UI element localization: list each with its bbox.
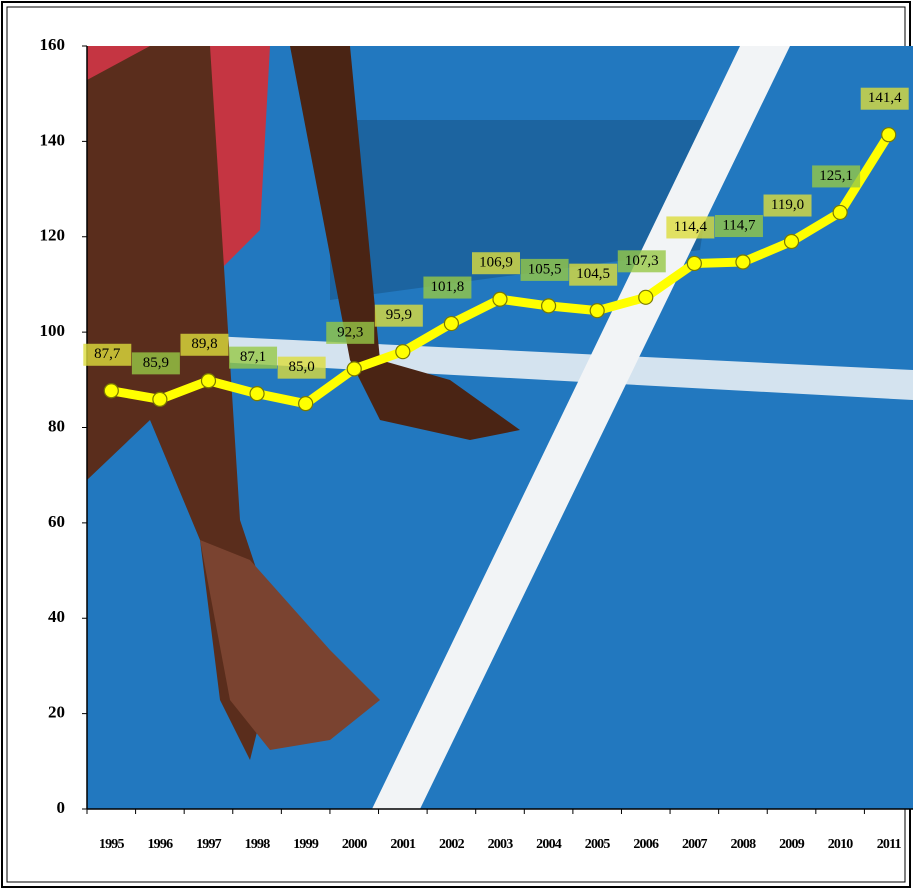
value-label: 101,8 — [431, 279, 465, 295]
value-label: 87,1 — [240, 349, 266, 365]
x-tick-label: 2008 — [731, 837, 757, 852]
value-label-box — [617, 250, 666, 273]
value-label-box — [763, 194, 812, 217]
x-tick-label: 2002 — [439, 837, 465, 852]
data-point — [832, 204, 848, 221]
data-point — [492, 291, 508, 307]
value-label-box — [229, 346, 278, 369]
value-label-box — [131, 352, 180, 375]
value-label: 95,9 — [386, 307, 412, 323]
x-tick-label: 2001 — [390, 837, 416, 852]
x-tick-label: 1999 — [293, 837, 319, 852]
x-tick-label: 2010 — [828, 837, 854, 852]
value-label-box — [472, 252, 520, 275]
x-tick-label: 2009 — [779, 837, 805, 852]
value-label: 104,5 — [576, 266, 610, 282]
y-tick-label: 20 — [48, 703, 65, 722]
value-label: 105,5 — [528, 261, 562, 277]
value-label-box — [83, 343, 132, 366]
data-point — [152, 391, 168, 407]
value-label: 119,0 — [771, 197, 804, 213]
value-label: 141,4 — [868, 90, 902, 106]
data-point — [249, 386, 265, 402]
x-tick-label: 2004 — [536, 837, 562, 852]
value-label: 85,9 — [143, 355, 169, 371]
value-label: 106,9 — [479, 255, 513, 271]
value-label-box — [423, 276, 472, 299]
value-label: 107,3 — [625, 253, 659, 269]
value-label: 125,1 — [819, 168, 853, 184]
value-label-box — [666, 216, 715, 239]
y-tick-label: 100 — [40, 321, 66, 340]
value-label-box — [277, 356, 326, 379]
value-label-box — [326, 321, 375, 344]
y-tick-label: 60 — [48, 512, 65, 531]
x-tick-label: 2006 — [633, 837, 659, 852]
data-point — [395, 344, 411, 360]
y-tick-label: 120 — [40, 226, 66, 245]
x-tick-label: 2005 — [585, 837, 611, 852]
x-tick-label: 1997 — [196, 837, 222, 852]
x-tick-label: 2011 — [877, 837, 902, 852]
data-point — [783, 233, 800, 250]
y-tick-label: 0 — [57, 798, 66, 817]
value-label: 114,4 — [674, 219, 708, 235]
x-tick-label: 1998 — [245, 837, 271, 852]
x-tick-label: 2007 — [682, 837, 708, 852]
value-label-box — [520, 258, 569, 281]
x-tick-label: 1995 — [99, 837, 125, 852]
y-tick-label: 140 — [40, 130, 66, 149]
data-point — [443, 315, 460, 332]
background-photo — [87, 46, 913, 809]
data-point — [103, 383, 119, 399]
data-point — [589, 303, 605, 319]
value-label-box — [812, 165, 861, 188]
value-label-box — [860, 87, 909, 110]
data-point — [200, 373, 217, 389]
value-label: 89,8 — [191, 336, 217, 352]
value-label-box — [374, 304, 423, 327]
data-point — [540, 298, 557, 314]
data-point — [686, 255, 702, 272]
data-point — [881, 127, 897, 143]
value-label: 92,3 — [337, 324, 363, 340]
value-label: 114,7 — [722, 217, 756, 233]
x-tick-label: 1996 — [147, 837, 173, 852]
data-point — [638, 289, 654, 305]
value-label-box — [714, 215, 763, 238]
value-label-box — [180, 333, 229, 356]
y-tick-label: 40 — [48, 607, 65, 626]
value-label: 85,0 — [289, 359, 315, 375]
value-label-box — [569, 263, 618, 286]
x-tick-label: 2000 — [342, 837, 368, 852]
data-point — [346, 361, 362, 377]
x-tick-label: 2003 — [488, 837, 514, 852]
data-point — [298, 396, 314, 412]
value-label: 87,7 — [94, 346, 121, 362]
data-point — [735, 254, 751, 270]
y-tick-label: 160 — [40, 35, 66, 54]
y-tick-label: 80 — [48, 416, 65, 435]
